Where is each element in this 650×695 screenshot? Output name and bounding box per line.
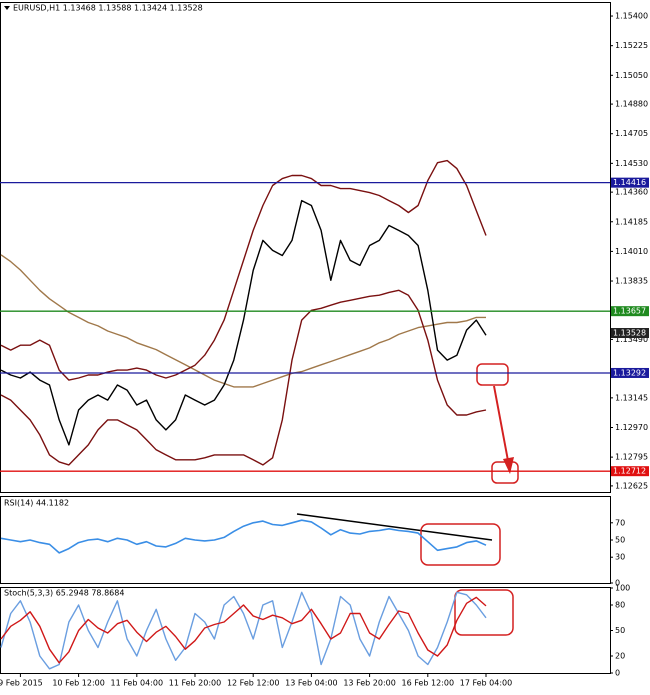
rsi-highlight <box>420 523 501 566</box>
x-tick-label: 13 Feb 20:00 <box>343 679 395 688</box>
price-label: 1.13528 <box>613 329 646 338</box>
y-tick-label: 1.15050 <box>615 71 648 80</box>
y-tick-label: 1.12795 <box>615 453 648 462</box>
level-label-box <box>611 367 649 378</box>
y-tick-label: 1.14530 <box>615 159 648 168</box>
y-tick-label: 30 <box>615 553 625 562</box>
x-tick-label: 12 Feb 12:00 <box>227 679 279 688</box>
series-line <box>0 199 487 446</box>
x-tick-label: 10 Feb 12:00 <box>52 679 104 688</box>
x-tick-label: 13 Feb 04:00 <box>285 679 337 688</box>
y-tick-label: 1.15225 <box>615 41 648 50</box>
y-tick-label: 70 <box>615 518 625 527</box>
price-highlight <box>476 363 509 386</box>
series-line <box>0 596 487 664</box>
level-label-box <box>611 177 649 188</box>
arrow-shaft <box>493 385 510 467</box>
arrow-head <box>503 457 514 474</box>
y-tick-label: 1.14185 <box>615 217 648 226</box>
y-tick-label: 1.13490 <box>615 335 648 344</box>
series-line <box>0 254 486 388</box>
y-tick-label: 0 <box>615 579 620 588</box>
level-label: 1.13657 <box>613 307 646 316</box>
y-tick-label: 1.14360 <box>615 188 648 197</box>
rsi-title: RSI(14) 44.1182 <box>4 499 69 508</box>
x-tick-label: 17 Feb 04:00 <box>460 679 512 688</box>
y-tick-label: 1.12625 <box>615 481 648 490</box>
series-line <box>0 159 487 381</box>
y-tick-label: 1.13835 <box>615 277 648 286</box>
y-tick-label: 1.12970 <box>615 423 648 432</box>
x-tick-label: 11 Feb 20:00 <box>169 679 221 688</box>
y-tick-label: 1.14705 <box>615 129 648 138</box>
y-tick-label: 1.13145 <box>615 393 648 402</box>
price-label-box <box>611 328 649 339</box>
y-tick-label: 1.14010 <box>615 247 648 256</box>
rsi-trendline <box>296 513 493 541</box>
y-tick-label: 0 <box>615 669 620 678</box>
x-tick-label: 9 Feb 2015 <box>0 679 43 688</box>
series-line <box>0 289 487 466</box>
x-tick-label: 16 Feb 12:00 <box>402 679 454 688</box>
level-label: 1.12712 <box>613 467 646 476</box>
level-label: 1.13292 <box>613 368 646 377</box>
level-label-box <box>611 306 649 317</box>
menu-triangle <box>4 6 10 10</box>
y-tick-label: 100 <box>615 584 630 593</box>
main-title: EURUSD,H1 1.13468 1.13588 1.13424 1.1352… <box>13 4 203 13</box>
series-line <box>0 591 487 670</box>
stoch-title: Stoch(5,3,3) 65.2948 78.8684 <box>4 589 124 598</box>
y-tick-label: 50 <box>615 536 625 545</box>
level-label: 1.14416 <box>613 178 646 187</box>
main-panel <box>0 2 611 493</box>
y-tick-label: 20 <box>615 652 625 661</box>
y-tick-label: 80 <box>615 601 625 610</box>
level-label-box <box>611 466 649 477</box>
series-line <box>0 519 487 554</box>
x-tick-label: 11 Feb 04:00 <box>111 679 163 688</box>
y-tick-label: 50 <box>615 626 625 635</box>
stoch-highlight <box>454 589 514 636</box>
y-tick-label: 1.14880 <box>615 100 648 109</box>
y-tick-label: 1.15400 <box>615 12 648 21</box>
